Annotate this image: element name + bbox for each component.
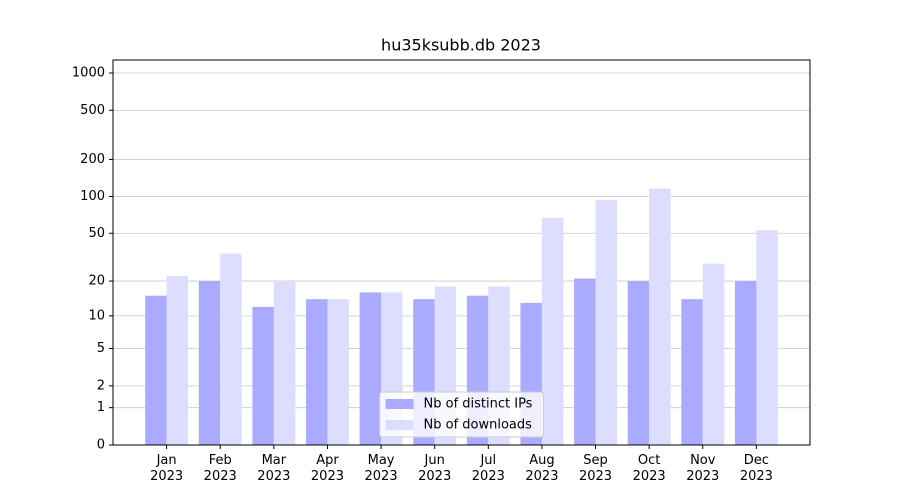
x-tick-label: May 2023 xyxy=(364,453,398,484)
x-tick-label: Mar 2023 xyxy=(257,453,291,484)
bar xyxy=(273,281,296,445)
bar xyxy=(756,230,778,445)
x-tick-label: Apr 2023 xyxy=(310,453,344,484)
bar xyxy=(359,292,382,445)
chart-title: hu35ksubb.db 2023 xyxy=(381,36,541,55)
bar xyxy=(145,295,167,445)
plot-frame xyxy=(112,59,811,446)
y-tick-label: 100 xyxy=(80,189,105,204)
x-tick-label: Dec 2023 xyxy=(739,453,773,484)
bar xyxy=(220,253,242,445)
bar xyxy=(198,281,221,445)
y-tick-label: 10 xyxy=(88,308,105,323)
x-tick-label: Sep 2023 xyxy=(578,453,613,484)
y-tick-label: 2 xyxy=(97,378,105,393)
bar xyxy=(166,276,189,445)
bar xyxy=(306,299,328,445)
bar xyxy=(252,306,274,445)
legend-swatch xyxy=(385,399,414,409)
x-tick-label: Jan 2023 xyxy=(150,453,184,484)
y-tick-label: 0 xyxy=(97,438,105,453)
bar xyxy=(649,188,671,445)
y-tick-label: 200 xyxy=(80,152,105,167)
legend-label: Nb of distinct IPs xyxy=(424,397,533,412)
x-tick-label: Nov 2023 xyxy=(686,453,720,484)
x-tick-label: Jun 2023 xyxy=(418,453,452,484)
y-tick-label: 5 xyxy=(97,341,105,356)
legend-frame xyxy=(379,391,544,438)
x-tick-label: Aug 2023 xyxy=(525,453,559,484)
bar xyxy=(734,281,757,445)
x-tick-label: Feb 2023 xyxy=(203,453,237,484)
bar xyxy=(681,299,703,445)
x-tick-label: Jul 2023 xyxy=(471,453,505,484)
y-tick-label: 20 xyxy=(88,274,105,289)
y-tick-label: 500 xyxy=(80,103,105,118)
legend: Nb of distinct IPs Nb of downloads xyxy=(379,391,544,438)
bar xyxy=(627,281,650,445)
bar xyxy=(702,263,725,445)
legend-swatch xyxy=(385,420,414,430)
bar xyxy=(595,199,617,445)
x-tick-label: Oct 2023 xyxy=(632,453,666,484)
y-tick-label: 1000 xyxy=(72,65,105,80)
legend-label: Nb of downloads xyxy=(424,418,533,433)
bar xyxy=(541,217,564,445)
bar xyxy=(574,278,596,445)
y-tick-label: 50 xyxy=(88,226,105,241)
y-tick-label: 1 xyxy=(97,400,105,415)
bar xyxy=(327,299,349,445)
